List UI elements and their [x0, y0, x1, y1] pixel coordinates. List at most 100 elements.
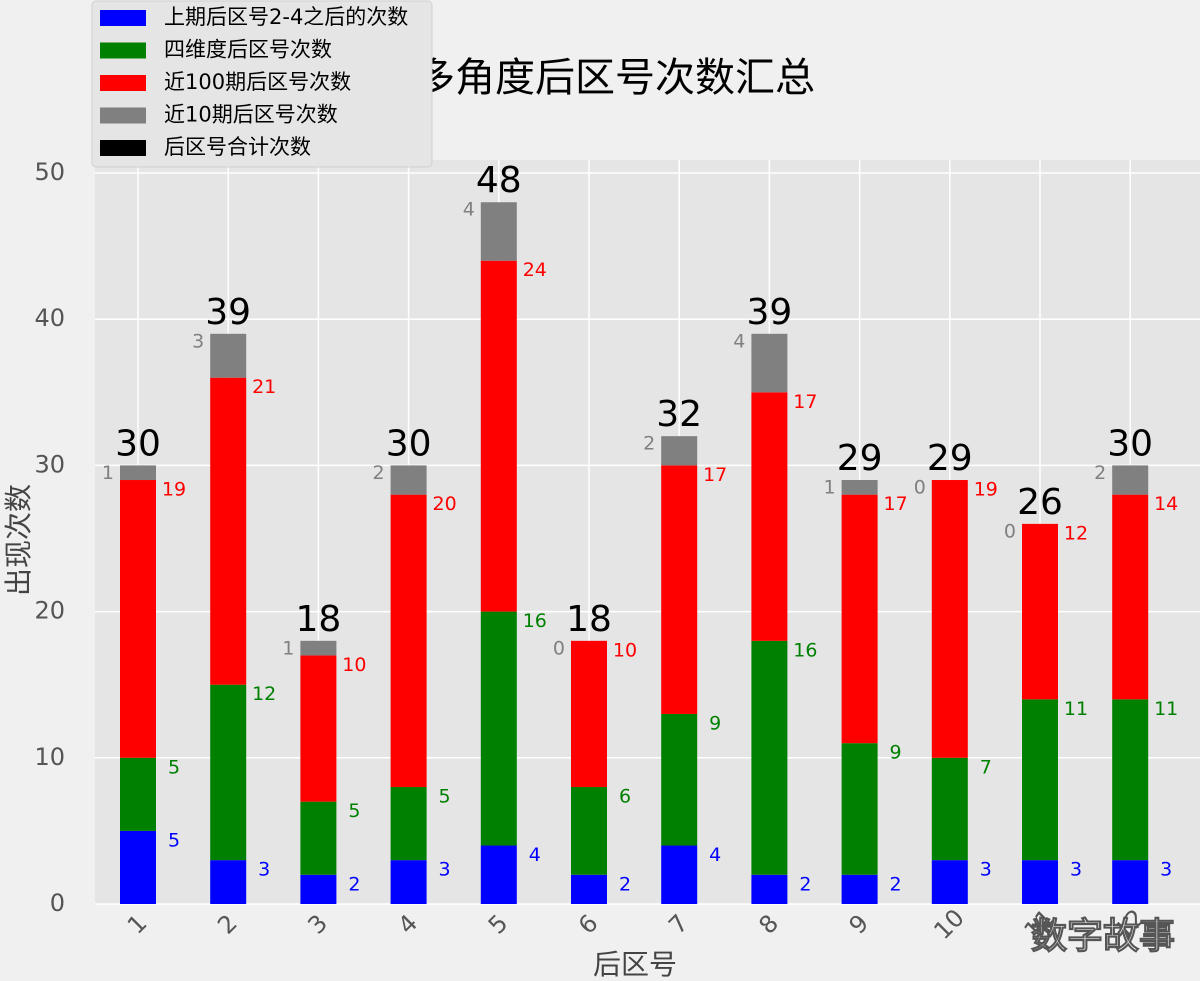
value-label: 10 [613, 639, 637, 661]
y-tick-label: 20 [34, 597, 65, 625]
x-tick-label: 10 [928, 904, 969, 945]
bar-segment [751, 640, 788, 875]
x-tick-label: 9 [844, 909, 875, 940]
bar-segment [390, 860, 427, 904]
value-label: 5 [168, 829, 180, 851]
value-label: 2 [1094, 462, 1106, 484]
total-label: 39 [746, 292, 792, 333]
value-label: 10 [342, 654, 366, 676]
total-label: 30 [115, 423, 161, 464]
bar-segment [841, 874, 878, 904]
bar-segment [1112, 494, 1149, 700]
bar-segment [120, 757, 156, 831]
y-tick-label: 30 [34, 450, 65, 478]
x-tick-label: 7 [663, 909, 694, 940]
value-label: 7 [980, 756, 992, 778]
value-label: 1 [102, 462, 114, 484]
value-label: 2 [799, 873, 811, 895]
bar-segment [931, 757, 968, 861]
bar-segment [480, 611, 517, 846]
legend-label: 后区号合计次数 [164, 135, 311, 159]
bar-segment [661, 465, 698, 714]
bar-segment [1022, 523, 1058, 700]
bar-segment [571, 874, 607, 904]
bar-segment [390, 465, 427, 495]
value-label: 3 [192, 330, 204, 352]
value-label: 21 [252, 376, 276, 398]
legend-label: 上期后区号2-4之后的次数 [164, 5, 408, 29]
value-label: 19 [162, 479, 186, 501]
total-label: 29 [837, 438, 883, 479]
bar-segment [120, 465, 156, 481]
y-axis-label: 出现次数 [2, 484, 35, 596]
value-label: 0 [1004, 520, 1016, 542]
total-label: 30 [1107, 423, 1153, 464]
value-label: 5 [168, 756, 180, 778]
bar-segment [480, 845, 517, 904]
value-label: 1 [282, 637, 294, 659]
x-tick-label: 8 [753, 909, 784, 940]
value-label: 24 [523, 259, 547, 281]
bar-segment [210, 684, 247, 861]
bar-segment [931, 480, 968, 758]
value-label: 20 [433, 493, 457, 515]
value-label: 0 [914, 477, 926, 499]
bar-segment [120, 480, 156, 758]
bar-segment [390, 787, 427, 861]
value-label: 2 [373, 462, 385, 484]
bar-segment [841, 494, 878, 744]
legend-label: 近10期后区号次数 [164, 103, 338, 127]
value-label: 4 [709, 844, 721, 866]
bar-segment [841, 480, 878, 495]
bar-segment [300, 874, 337, 904]
bar-segment [1112, 699, 1149, 861]
watermark: 数字故事 [1031, 916, 1175, 957]
value-label: 12 [252, 683, 276, 705]
total-label: 30 [386, 423, 432, 464]
value-label: 9 [709, 712, 721, 734]
bar-segment [571, 787, 607, 875]
total-label: 18 [566, 599, 612, 640]
value-label: 17 [793, 391, 817, 413]
total-label: 39 [205, 292, 251, 333]
legend-items: 上期后区号2-4之后的次数四维度后区号次数近100期后区号次数近10期后区号次数… [100, 5, 408, 159]
bar-segment [480, 260, 517, 612]
value-label: 16 [523, 610, 547, 632]
value-label: 4 [529, 844, 541, 866]
value-label: 9 [890, 742, 902, 764]
value-label: 17 [703, 464, 727, 486]
bar-segment [751, 333, 788, 393]
x-tick-label: 5 [483, 909, 514, 940]
value-label: 14 [1154, 493, 1178, 515]
value-label: 2 [619, 873, 631, 895]
bar-segment [751, 874, 788, 904]
value-label: 16 [793, 639, 817, 661]
bar-segment [1022, 699, 1058, 861]
value-label: 12 [1064, 522, 1088, 544]
legend-swatch [100, 140, 146, 156]
value-label: 11 [1064, 698, 1088, 720]
legend-swatch [100, 75, 146, 91]
y-tick-label: 0 [50, 889, 65, 917]
bar-segment [120, 830, 156, 904]
value-label: 6 [619, 786, 631, 808]
bar-segment [1112, 465, 1149, 495]
value-label: 3 [1070, 859, 1082, 881]
bar-segment [210, 860, 247, 904]
bar-segment [661, 845, 698, 904]
bar-segment [210, 377, 247, 685]
legend [91, 0, 433, 168]
bar-segment [1112, 860, 1149, 904]
bar-segment [300, 801, 337, 875]
plot-area [95, 160, 1200, 904]
value-label: 11 [1154, 698, 1178, 720]
value-label: 17 [884, 493, 908, 515]
total-label: 29 [927, 438, 973, 479]
bars: 5519130312213392510118352023041624448261… [102, 160, 1178, 904]
bar-segment [661, 436, 698, 466]
x-axis-label: 后区号 [593, 948, 677, 981]
y-tick-label: 40 [34, 304, 65, 332]
value-label: 3 [1160, 859, 1172, 881]
x-tick-label: 3 [302, 909, 333, 940]
bar-segment [931, 860, 968, 904]
